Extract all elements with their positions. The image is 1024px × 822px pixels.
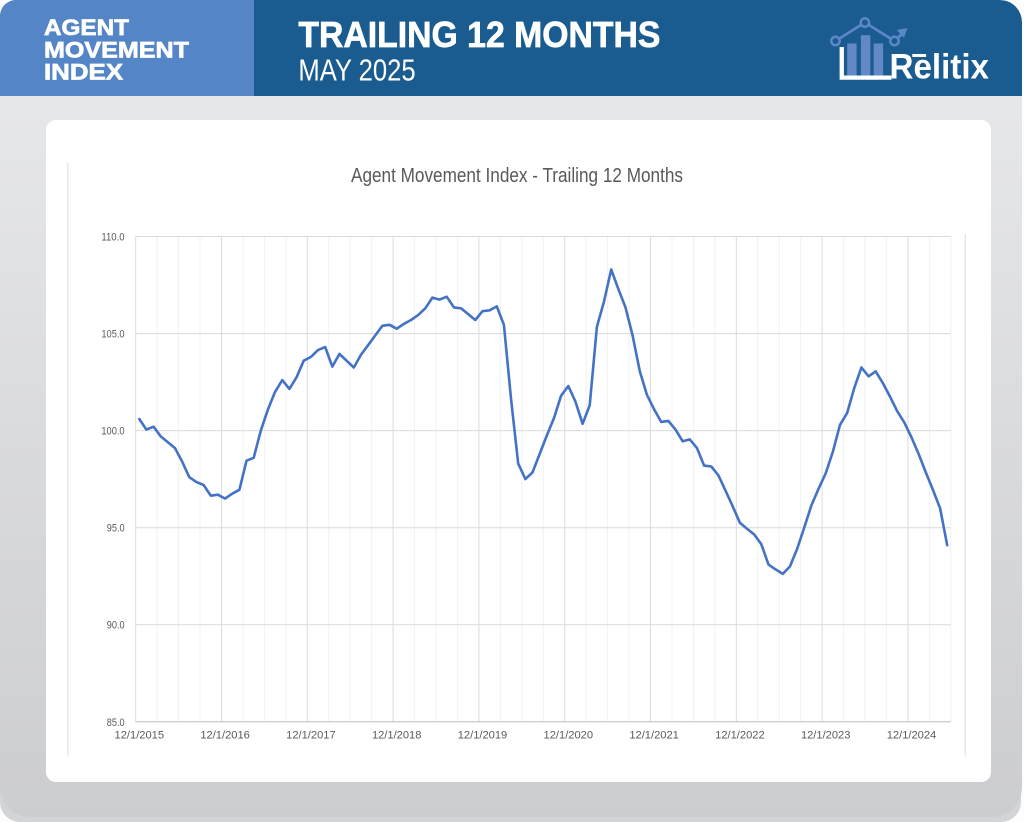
svg-text:90.0: 90.0 (107, 620, 125, 632)
svg-text:MOVEMENT: MOVEMENT (44, 38, 189, 63)
svg-text:TRAILING 12 MONTHS: TRAILING 12 MONTHS (298, 14, 660, 55)
svg-text:12/1/2015: 12/1/2015 (115, 729, 165, 741)
svg-text:105.0: 105.0 (101, 329, 124, 341)
svg-text:12/1/2020: 12/1/2020 (544, 729, 594, 741)
svg-text:12/1/2016: 12/1/2016 (200, 729, 250, 741)
svg-text:12/1/2024: 12/1/2024 (887, 729, 937, 741)
svg-text:MAY 2025: MAY 2025 (298, 54, 415, 87)
svg-text:12/1/2019: 12/1/2019 (458, 729, 508, 741)
svg-text:Agent Movement Index - Trailin: Agent Movement Index - Trailing 12 Month… (351, 165, 683, 187)
svg-text:110.0: 110.0 (101, 232, 124, 244)
svg-text:95.0: 95.0 (107, 523, 125, 535)
svg-text:AGENT: AGENT (44, 15, 129, 40)
svg-text:100.0: 100.0 (101, 426, 124, 438)
svg-text:12/1/2017: 12/1/2017 (286, 729, 336, 741)
svg-text:12/1/2021: 12/1/2021 (629, 729, 679, 741)
svg-text:Relitix: Relitix (890, 46, 990, 86)
svg-text:12/1/2018: 12/1/2018 (372, 729, 422, 741)
svg-text:85.0: 85.0 (107, 717, 125, 729)
svg-text:12/1/2023: 12/1/2023 (801, 729, 851, 741)
svg-text:INDEX: INDEX (44, 60, 123, 85)
svg-text:12/1/2022: 12/1/2022 (715, 729, 765, 741)
